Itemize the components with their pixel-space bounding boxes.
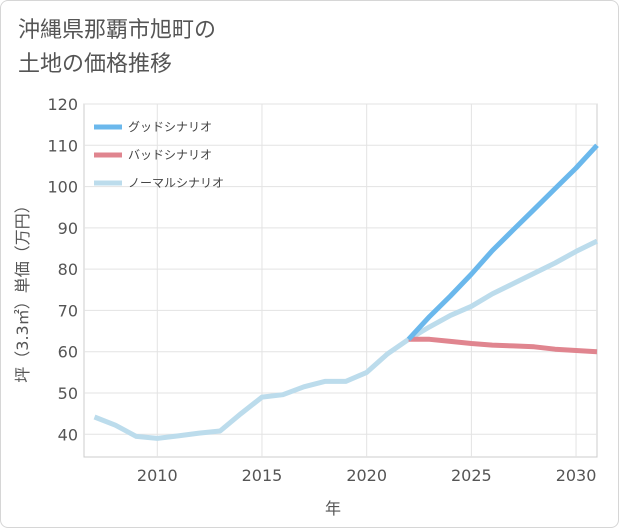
- legend-label-normal: ノーマルシナリオ: [128, 176, 224, 190]
- series-line-normal: [93, 238, 599, 441]
- series-line-good: [406, 143, 599, 341]
- chart-title-line-1: 沖縄県那覇市旭町の: [18, 18, 217, 43]
- x-tick-label-2015: 2015: [242, 466, 283, 485]
- x-tick-label-2010: 2010: [137, 466, 178, 485]
- legend-label-bad: バッドシナリオ: [128, 148, 212, 162]
- plot-area: [83, 103, 598, 458]
- y-tick-label-40: 40: [58, 425, 78, 444]
- y-tick-label-120: 120: [47, 95, 78, 114]
- y-tick-label-110: 110: [47, 136, 78, 155]
- x-tick-label-2025: 2025: [451, 466, 492, 485]
- legend-label-good: グッドシナリオ: [128, 120, 212, 134]
- y-tick-label-50: 50: [58, 384, 78, 403]
- chart-title-line-2: 土地の価格推移: [18, 52, 173, 77]
- y-tick-label-70: 70: [58, 301, 78, 320]
- x-tick-label-2030: 2030: [556, 466, 597, 485]
- y-tick-label-90: 90: [58, 219, 78, 238]
- y-gridlines: [84, 103, 597, 435]
- x-axis-label: 年: [325, 499, 341, 518]
- y-tick-label-60: 60: [58, 343, 78, 362]
- series-lines: [93, 143, 599, 441]
- series-line-bad: [408, 336, 598, 355]
- y-tick-label-80: 80: [58, 260, 78, 279]
- y-tick-label-100: 100: [47, 178, 78, 197]
- x-tick-label-2020: 2020: [346, 466, 387, 485]
- y-axis-label: 坪（3.3㎡）単価（万円）: [13, 197, 32, 382]
- chart-title: 沖縄県那覇市旭町の 土地の価格推移: [18, 14, 216, 82]
- y-tick-labels: 40 50 60 70 80 90 100 110 120: [47, 95, 78, 444]
- x-tick-labels: 2010 2015 2020 2025 2030: [137, 466, 596, 485]
